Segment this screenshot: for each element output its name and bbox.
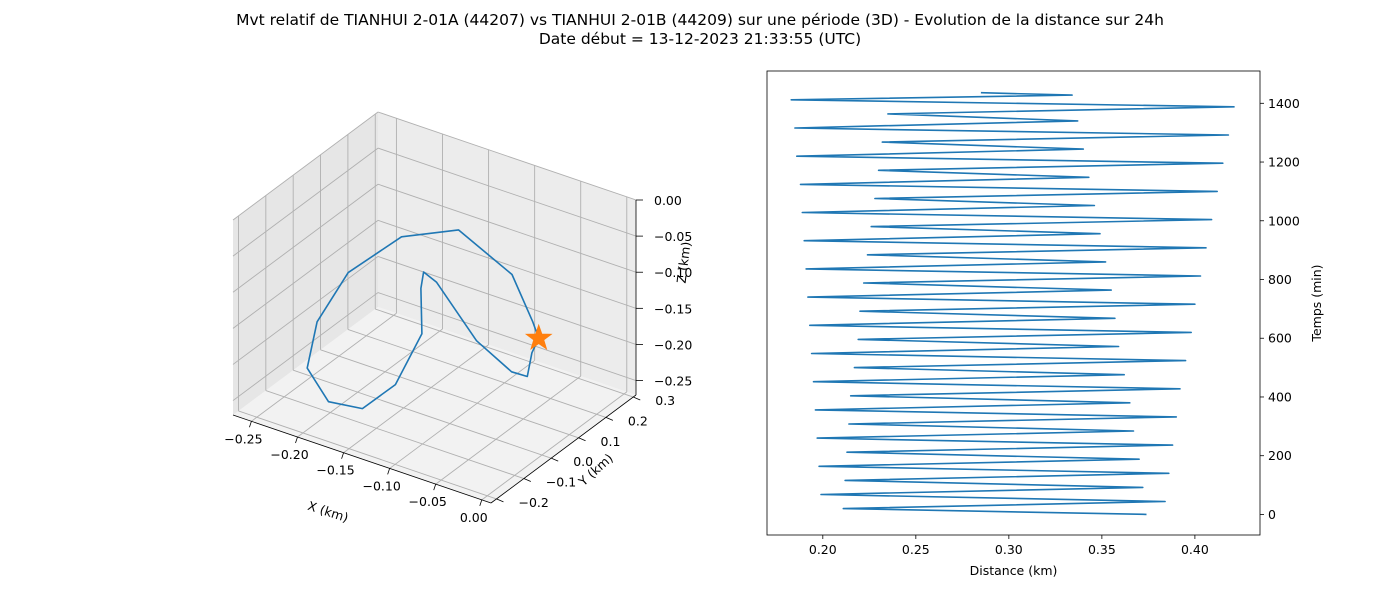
y-tick-label: 400 — [1268, 389, 1292, 404]
x-axis-label: Distance (km) — [970, 563, 1058, 578]
x-tick — [433, 484, 437, 491]
z-tick-label: −0.25 — [654, 374, 692, 389]
series-line-distance — [790, 91, 1235, 516]
x-tick — [479, 499, 483, 506]
y-tick-label: 0 — [1268, 507, 1276, 522]
grid-line-z — [232, 183, 379, 293]
grid-line-y — [293, 369, 552, 459]
y-tick-label: 1000 — [1268, 213, 1300, 228]
x-axis-line — [232, 414, 492, 504]
grid-line-z — [377, 256, 637, 345]
y-tick-label: 200 — [1268, 448, 1292, 463]
x-tick-label: −0.20 — [270, 447, 308, 462]
grid-line-z — [377, 111, 637, 201]
x-tick-label: 0.40 — [1181, 542, 1209, 557]
x-tick-label: 0.20 — [809, 542, 837, 557]
figure-title: Mvt relatif de TIANHUI 2-01A (44207) vs … — [236, 11, 1164, 29]
y-tick-label: 0.0 — [573, 454, 593, 469]
y-tick — [551, 457, 559, 462]
grid-line-y — [375, 308, 634, 398]
grid-line-z — [232, 111, 379, 221]
z-tick-label: −0.10 — [654, 265, 692, 280]
start-marker-star — [524, 323, 553, 351]
x-tick-label: 0.35 — [1088, 542, 1116, 557]
y-tick-label: 0.1 — [601, 434, 621, 449]
grid-line-y — [238, 410, 497, 500]
y-tick-label: 0.3 — [655, 393, 675, 408]
z-axis-label: Z (km) — [674, 241, 694, 284]
z-tick-label: −0.20 — [654, 337, 692, 352]
y-axis-line — [490, 394, 637, 504]
x-tick-label: 0.00 — [460, 510, 488, 525]
y-tick-label: −0.2 — [518, 495, 548, 510]
series-line-3d — [306, 229, 540, 410]
x-tick-label: −0.15 — [316, 463, 354, 478]
grid-line-z — [232, 256, 379, 365]
grid-line-y — [320, 349, 579, 439]
y-tick-label: 600 — [1268, 331, 1292, 346]
x-tick-label: 0.30 — [995, 542, 1023, 557]
grid-line-x — [251, 312, 397, 422]
grid-line-y — [347, 328, 607, 418]
y-tick-label: −0.1 — [546, 475, 576, 490]
grid-line-y — [265, 390, 524, 479]
y-tick-label: 1200 — [1268, 155, 1300, 170]
grid-line-x — [297, 328, 443, 438]
grid-line-z — [232, 147, 379, 257]
x-tick — [387, 468, 391, 475]
grid-line-x — [343, 344, 489, 454]
x-tick-label: 0.25 — [902, 542, 930, 557]
plot-frame — [766, 70, 1261, 536]
x-tick-label: −0.25 — [224, 431, 262, 446]
pane-floor — [233, 307, 636, 503]
z-tick-label: −0.15 — [654, 301, 692, 316]
x-tick — [249, 421, 252, 428]
y-tick — [605, 417, 614, 421]
grid-line-z — [232, 292, 379, 401]
grid-line-x — [435, 375, 581, 485]
y-axis-label: Temps (min) — [1309, 264, 1324, 342]
x-tick — [341, 452, 344, 459]
grid-line-z — [377, 183, 637, 273]
y-tick — [496, 498, 504, 503]
y-tick — [578, 437, 586, 442]
pane-left-wall — [233, 112, 378, 415]
grid-line-z — [232, 219, 379, 329]
z-tick-label: −0.05 — [654, 229, 692, 244]
y-tick-label: 1400 — [1268, 96, 1300, 111]
x-tick-label: −0.05 — [409, 494, 447, 509]
y-tick-label: 0.2 — [628, 413, 648, 428]
y-tick-label: 800 — [1268, 272, 1292, 287]
z-tick-label: 0.00 — [654, 193, 682, 208]
grid-line-x — [481, 391, 628, 501]
grid-line-x — [389, 360, 535, 469]
y-tick — [633, 396, 641, 401]
x-tick — [295, 436, 298, 444]
y-tick — [523, 478, 531, 482]
x-tick-label: −0.10 — [362, 478, 400, 493]
grid-line-z — [377, 147, 637, 237]
figure-subtitle: Date début = 13-12-2023 21:33:55 (UTC) — [538, 30, 862, 48]
